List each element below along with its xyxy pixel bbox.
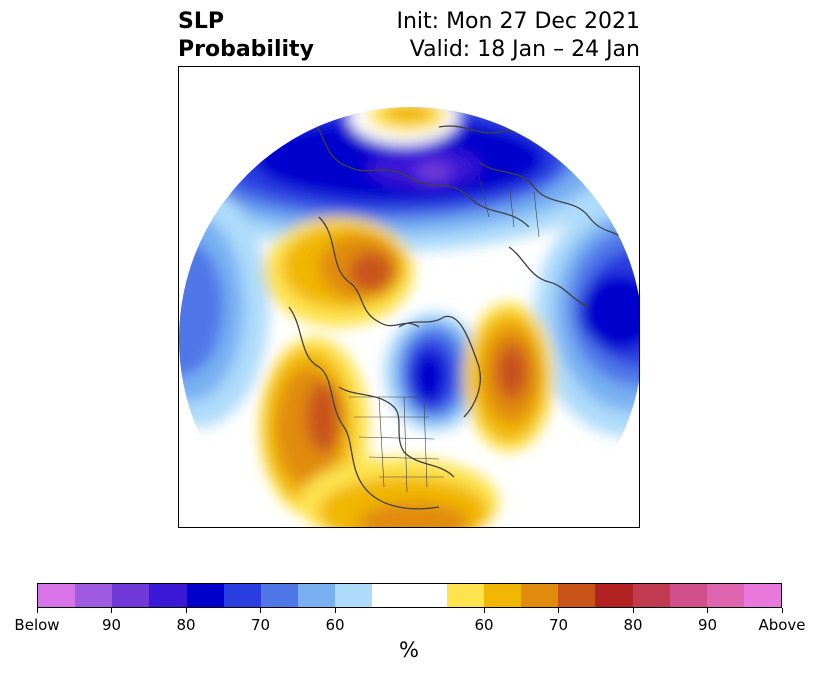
colorbar-tick-label: Below [14,616,60,634]
colorbar-swatch [335,584,373,607]
colorbar-swatch [595,584,633,607]
colorbar-swatch [112,584,150,607]
colorbar-tick [781,608,783,613]
title-right: Init: Mon 27 Dec 2021 Valid: 18 Jan – 24… [397,8,641,64]
west-below-region [179,187,269,427]
colorbar-swatch [632,584,670,607]
colorbar-swatch [669,584,707,607]
colorbar-swatch [409,584,447,607]
colorbar [37,583,782,608]
south-us-above-region [299,457,499,527]
colorbar-tick-label: 80 [623,616,643,634]
colorbar-tick [260,608,261,613]
colorbar-tick-label: 90 [101,616,122,634]
colorbar-swatch [743,584,782,607]
colorbar-tick-label: 70 [250,616,271,634]
borders [349,176,540,493]
colorbar-tick [111,608,112,613]
colorbar-tick [707,608,708,613]
colorbar-swatch [298,584,336,607]
greenland-below-region [384,312,484,432]
colorbar-swatch [149,584,187,607]
colorbar-tick-label: 80 [176,616,196,634]
east-below-region [534,197,639,437]
atlantic-above-region [464,302,554,452]
title-left: SLP Probability [178,8,314,64]
title-variable: SLP [178,9,224,34]
colorbar-swatch [446,584,484,607]
colorbar-swatch [223,584,261,607]
colorbar-tick-label: 60 [474,616,494,634]
probability-map [178,66,640,528]
colorbar-tick-label: Above [758,616,806,634]
colorbar-swatch [186,584,224,607]
colorbar-swatch [372,584,410,607]
title-quantity: Probability [178,37,314,62]
map-canvas [179,107,639,527]
europe-above-region [264,217,414,327]
init-date: Init: Mon 27 Dec 2021 [396,9,641,34]
colorbar-tick [334,608,336,613]
colorbar-swatch [260,584,299,607]
colorbar-tick-label: 60 [325,616,345,634]
colorbar-swatch [483,584,522,607]
colorbar-swatch [558,584,596,607]
colorbar-tick [632,608,634,613]
colorbar-swatch [38,584,76,607]
colorbar-tick-label: 70 [548,616,569,634]
colorbar-swatch [706,584,744,607]
arctic-above-region [349,107,459,145]
colorbar-tick [483,608,485,613]
colorbar-tick-label: 90 [697,616,718,634]
colorbar-tick [558,608,559,613]
colorbar-swatch [521,584,559,607]
colorbar-unit: % [399,638,419,662]
valid-range: Valid: 18 Jan – 24 Jan [409,37,640,62]
colorbar-tick [36,608,38,613]
colorbar-swatch [75,584,113,607]
colorbar-tick [185,608,187,613]
